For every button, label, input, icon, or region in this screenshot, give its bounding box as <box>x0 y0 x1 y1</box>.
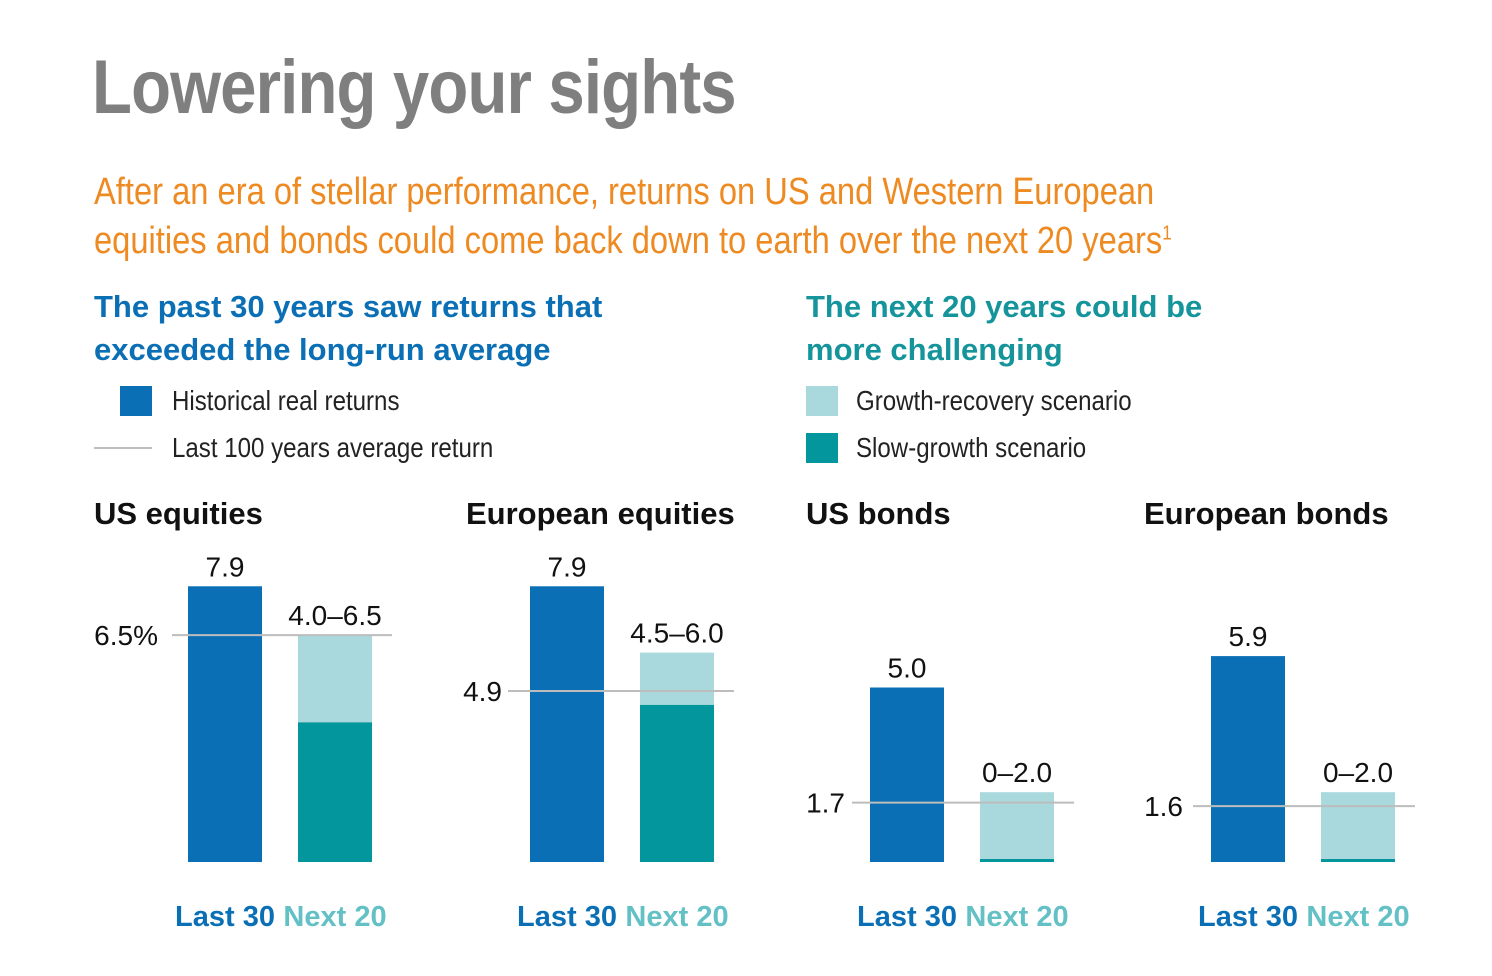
legend-label-slow-growth: Slow-growth scenario <box>856 432 1087 463</box>
right-heading-line1: The next 20 years could be <box>806 289 1203 324</box>
right-heading-line2: more challenging <box>806 332 1063 367</box>
average-label-european-equities: 4.9 <box>463 676 502 707</box>
legend-line-average <box>94 447 152 449</box>
category-label-last30-us-bonds: Last 30 <box>857 901 957 933</box>
bar-next20-growth-recovery-us-bonds <box>980 792 1054 862</box>
bar-next20-growth-recovery-european-bonds <box>1321 792 1395 862</box>
legend-label-growth-recovery: Growth-recovery scenario <box>856 385 1132 416</box>
bar-next20-slow-growth-european-bonds <box>1321 859 1395 862</box>
value-label-next20-european-bonds: 0–2.0 <box>1323 757 1393 788</box>
category-label-last30-us-equities: Last 30 <box>175 901 275 933</box>
chart-title-us-equities: US equities <box>94 496 263 531</box>
subtitle-text: After an era of stellar performance, ret… <box>94 171 1163 262</box>
left-heading-line1: The past 30 years saw returns that <box>94 289 603 324</box>
category-label-next20-european-equities: Next 20 <box>625 901 728 933</box>
left-heading-line2: exceeded the long-run average <box>94 332 551 367</box>
value-label-next20-us-bonds: 0–2.0 <box>982 757 1052 788</box>
category-label-last30-european-equities: Last 30 <box>517 901 617 933</box>
category-label-next20-us-equities: Next 20 <box>283 901 386 933</box>
legend-swatch-historical <box>120 386 152 416</box>
page-title: Lowering your sights <box>92 45 737 130</box>
chart-title-european-bonds: European bonds <box>1144 496 1389 531</box>
value-label-last30-us-equities: 7.9 <box>206 551 245 582</box>
legend-item-slow-growth: Slow-growth scenario <box>806 431 1124 465</box>
value-label-next20-european-equities: 4.5–6.0 <box>630 618 723 649</box>
chart-title-us-bonds: US bonds <box>806 496 951 531</box>
subtitle-footnote: 1 <box>1162 222 1172 245</box>
page-subtitle: After an era of stellar performance, ret… <box>94 168 1264 266</box>
legend-item-historical: Historical real returns <box>120 384 437 418</box>
average-label-us-equities: 6.5% <box>94 620 158 651</box>
legend-item-growth-recovery: Growth-recovery scenario <box>806 384 1177 418</box>
legend-swatch-growth-recovery <box>806 386 838 416</box>
bar-last30-european-equities <box>530 586 604 862</box>
right-section-heading: The next 20 years could be more challeng… <box>806 285 1326 371</box>
category-label-last30-european-bonds: Last 30 <box>1198 901 1298 933</box>
average-label-us-bonds: 1.7 <box>806 788 845 819</box>
category-label-next20-us-bonds: Next 20 <box>965 901 1068 933</box>
bar-last30-us-equities <box>188 586 262 862</box>
value-label-last30-european-bonds: 5.9 <box>1229 621 1268 652</box>
bar-last30-european-bonds <box>1211 656 1285 862</box>
value-label-last30-us-bonds: 5.0 <box>888 653 927 684</box>
legend-label-historical: Historical real returns <box>172 385 400 416</box>
chart-title-european-equities: European equities <box>466 496 735 531</box>
left-section-heading: The past 30 years saw returns that excee… <box>94 285 714 371</box>
bar-next20-slow-growth-us-equities <box>298 722 372 862</box>
value-label-last30-european-equities: 7.9 <box>548 551 587 582</box>
bar-last30-us-bonds <box>870 687 944 862</box>
value-label-next20-us-equities: 4.0–6.5 <box>288 600 381 631</box>
category-label-next20-european-bonds: Next 20 <box>1306 901 1409 933</box>
legend-label-average: Last 100 years average return <box>172 432 494 463</box>
bar-next20-slow-growth-us-bonds <box>980 859 1054 862</box>
bar-next20-slow-growth-european-equities <box>640 704 714 862</box>
legend-swatch-slow-growth <box>806 433 838 463</box>
average-label-european-bonds: 1.6 <box>1144 791 1183 822</box>
legend-item-average: Last 100 years average return <box>94 431 546 465</box>
